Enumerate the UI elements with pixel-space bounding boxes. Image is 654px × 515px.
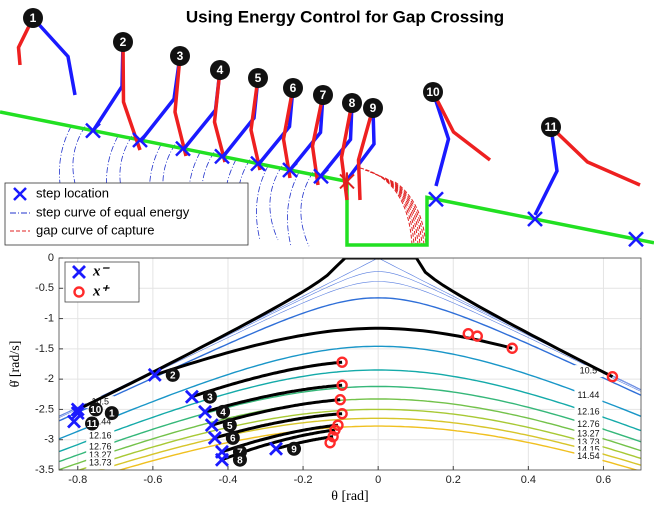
step-number: 3 [177, 49, 184, 63]
stance-leg [33, 18, 75, 95]
contour-label: 12.16 [89, 431, 112, 441]
x-tick-label: 0.4 [521, 474, 536, 486]
figure: Using Energy Control for Gap Crossing 12… [0, 0, 654, 510]
stance-leg [290, 95, 323, 170]
point-label: 4 [220, 407, 226, 418]
contour-label: 13.73 [89, 458, 112, 468]
y-tick-label: -2 [44, 373, 54, 385]
x-tick-label: -0.8 [68, 474, 87, 486]
point-label: 11 [87, 419, 98, 430]
y-tick-label: -3 [44, 434, 54, 446]
x-tick-label: -0.6 [143, 474, 162, 486]
axes-frame [59, 258, 641, 470]
stance-leg [140, 56, 180, 142]
stance-leg [535, 127, 557, 215]
stance-leg [258, 88, 293, 165]
step-number: 9 [370, 101, 377, 115]
step-number: 8 [349, 96, 356, 110]
plot-area: 10.510.511.4411.4412.1612.1612.7612.7613… [59, 258, 641, 489]
step-number: 7 [320, 88, 327, 102]
contour-line [59, 272, 641, 417]
y-tick-label: -1 [44, 312, 54, 324]
equal-energy-curve [270, 166, 282, 240]
step-number: 11 [545, 120, 558, 134]
x-tick-label: 0.6 [596, 474, 611, 486]
equal-energy-curve [256, 166, 268, 240]
legend-label: step location [36, 185, 109, 200]
step-number: 5 [255, 71, 262, 85]
swing-leg [551, 127, 640, 185]
y-tick-label: 0 [48, 252, 54, 264]
y-tick-label: -0.5 [35, 282, 54, 294]
point-label: 6 [230, 434, 236, 445]
point-label: 5 [227, 421, 233, 432]
point-label: 2 [170, 371, 176, 382]
capture-curve [385, 178, 422, 245]
chart: 10.510.511.4411.4412.1612.1612.7612.7613… [8, 252, 641, 504]
legend-label: x⁺ [92, 283, 111, 299]
swing-leg [123, 42, 140, 150]
x-tick-label: -0.2 [294, 474, 313, 486]
trajectory [155, 328, 513, 375]
legend-label: x⁻ [92, 263, 111, 279]
x-tick-label: 0.2 [446, 474, 461, 486]
equal-energy-curve [287, 172, 299, 246]
title: Using Energy Control for Gap Crossing [186, 7, 504, 26]
step-number: 6 [290, 81, 297, 95]
point-label: 9 [291, 444, 297, 455]
contour-line [59, 298, 641, 421]
point-label: 8 [237, 455, 243, 466]
stance-leg [321, 103, 352, 176]
y-tick-label: -2.5 [35, 403, 54, 415]
step-number: 2 [120, 35, 127, 49]
step-number: 10 [426, 85, 440, 99]
point-label: 10 [90, 405, 102, 416]
equal-energy-curve [301, 172, 313, 246]
contour-label: 12.76 [577, 419, 600, 429]
contour-line [59, 258, 641, 416]
y-tick-label: -1.5 [35, 343, 54, 355]
swing-leg [215, 70, 226, 162]
point-label: 1 [109, 409, 115, 420]
contour-line [59, 282, 641, 418]
contour-label: 14.54 [577, 451, 600, 461]
x-tick-label: 0 [375, 474, 381, 486]
y-axis-label: θ̇ [rad/s] [8, 341, 23, 388]
swing-leg [433, 92, 490, 160]
legend-label: step curve of equal energy [36, 204, 190, 219]
point-label: 3 [207, 392, 213, 403]
contour-label: 11.44 [578, 390, 600, 400]
capture-curve [365, 170, 414, 245]
y-tick-label: -3.5 [35, 464, 54, 476]
stance-leg [93, 42, 123, 131]
legend-label: gap curve of capture [36, 222, 155, 237]
step-number: 1 [30, 11, 37, 25]
x-axis-label: θ [rad] [331, 489, 368, 504]
x-tick-label: -0.4 [218, 474, 237, 486]
contour-label: 12.16 [577, 407, 600, 417]
step-number: 4 [217, 63, 224, 77]
